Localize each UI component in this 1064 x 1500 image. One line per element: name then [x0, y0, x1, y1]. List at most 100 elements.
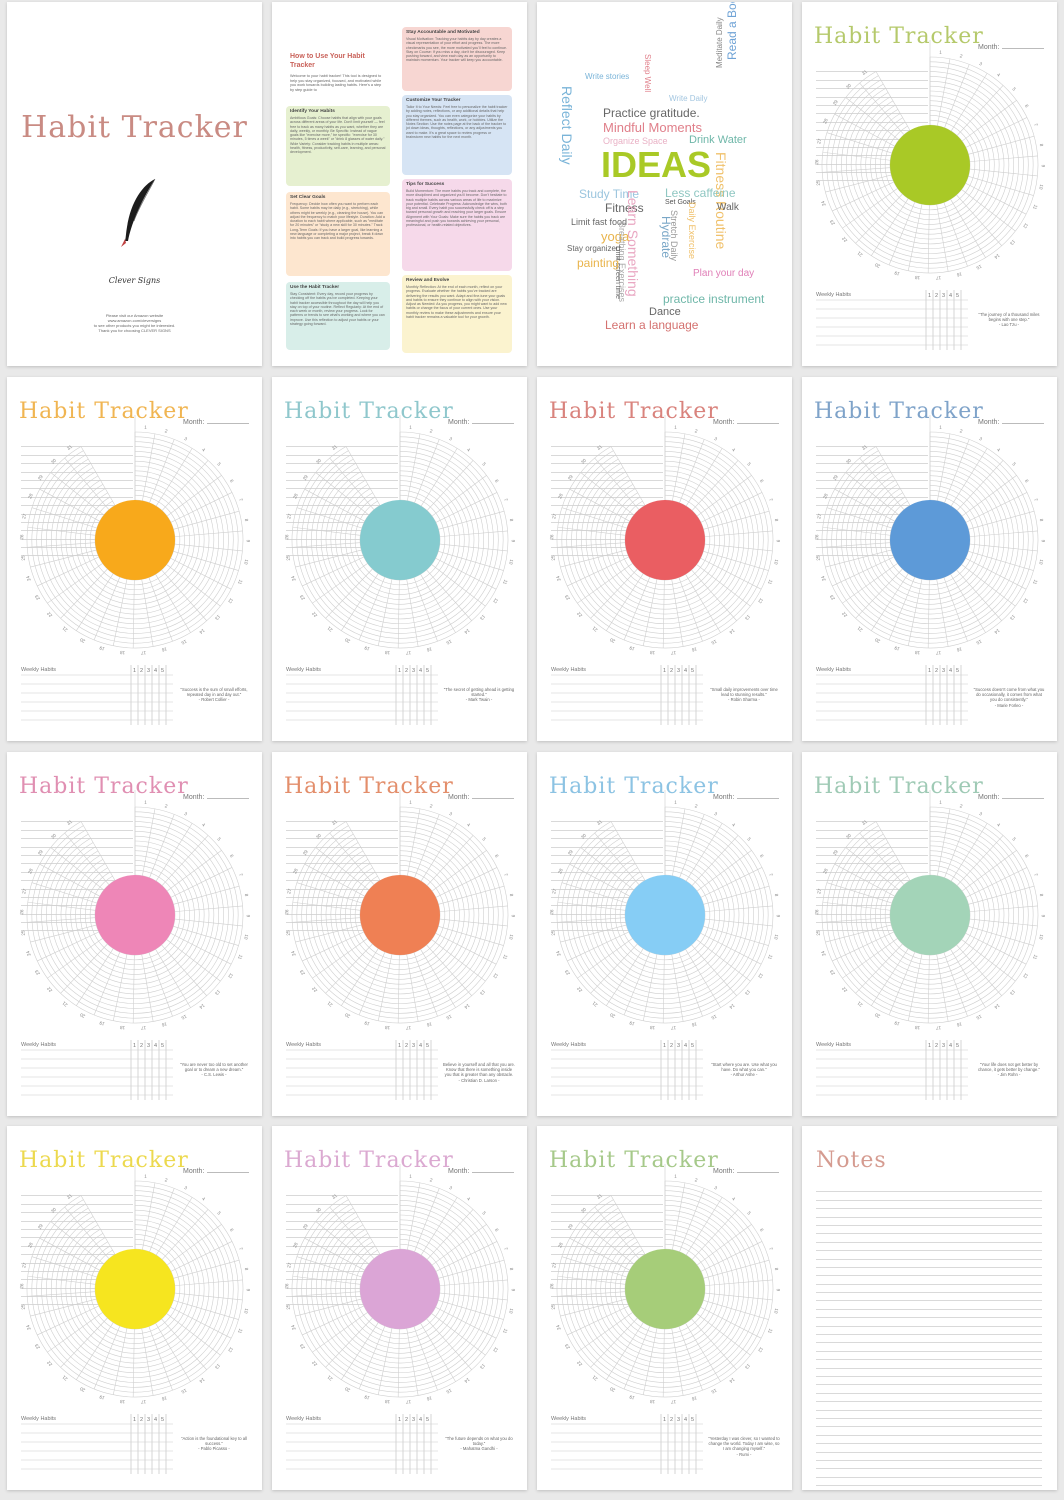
- month-field[interactable]: Month:: [448, 794, 515, 801]
- habit-name-line[interactable]: [21, 1280, 133, 1289]
- habit-name-line[interactable]: [21, 1238, 133, 1247]
- habit-name-line[interactable]: [551, 1247, 663, 1256]
- habit-name-line[interactable]: [816, 864, 928, 873]
- habit-name-line[interactable]: [551, 1272, 663, 1281]
- habit-name-line[interactable]: [21, 489, 133, 498]
- habit-name-line[interactable]: [21, 1289, 133, 1298]
- habit-name-line[interactable]: [551, 548, 663, 557]
- habit-name-line[interactable]: [21, 1272, 133, 1281]
- habit-name-line[interactable]: [551, 898, 663, 907]
- habit-name-line[interactable]: [551, 906, 663, 915]
- habit-name-line[interactable]: [21, 906, 133, 915]
- note-line[interactable]: [816, 1251, 1042, 1260]
- radial-habit-chart[interactable]: 1234567891011121314151617181920212223242…: [537, 1164, 792, 1419]
- habit-name-line[interactable]: [816, 523, 928, 532]
- habit-name-lines[interactable]: [21, 814, 133, 932]
- note-line[interactable]: [816, 1436, 1042, 1445]
- note-line[interactable]: [816, 1352, 1042, 1361]
- habit-name-line[interactable]: [21, 1205, 133, 1214]
- habit-name-line[interactable]: [21, 506, 133, 515]
- habit-name-line[interactable]: [551, 489, 663, 498]
- habit-name-line[interactable]: [21, 923, 133, 932]
- note-line[interactable]: [816, 1301, 1042, 1310]
- month-field[interactable]: Month:: [183, 794, 250, 801]
- month-input-line[interactable]: [472, 423, 515, 424]
- month-input-line[interactable]: [207, 798, 250, 799]
- habit-name-line[interactable]: [816, 506, 928, 515]
- note-line[interactable]: [816, 1369, 1042, 1377]
- radial-habit-chart[interactable]: 1234567891011121314151617181920212223242…: [7, 790, 262, 1045]
- habit-name-line[interactable]: [286, 439, 398, 448]
- habit-name-line[interactable]: [286, 822, 398, 831]
- habit-name-line[interactable]: [21, 531, 133, 540]
- habit-name-line[interactable]: [286, 1238, 398, 1247]
- habit-name-line[interactable]: [286, 881, 398, 890]
- habit-name-line[interactable]: [551, 822, 663, 831]
- habit-name-line[interactable]: [816, 481, 928, 490]
- habit-name-line[interactable]: [816, 156, 928, 165]
- habit-name-line[interactable]: [21, 1196, 133, 1205]
- note-line[interactable]: [816, 1310, 1042, 1319]
- habit-name-line[interactable]: [551, 456, 663, 465]
- habit-name-line[interactable]: [551, 523, 663, 532]
- note-line[interactable]: [816, 1453, 1042, 1461]
- month-input-line[interactable]: [1002, 48, 1045, 49]
- habit-name-line[interactable]: [21, 856, 133, 865]
- habit-name-line[interactable]: [551, 1205, 663, 1214]
- habit-name-line[interactable]: [816, 548, 928, 557]
- habit-name-line[interactable]: [21, 864, 133, 873]
- note-line[interactable]: [816, 1243, 1042, 1252]
- habit-name-line[interactable]: [816, 72, 928, 81]
- habit-name-line[interactable]: [286, 848, 398, 856]
- habit-name-line[interactable]: [816, 906, 928, 915]
- month-field[interactable]: Month:: [713, 794, 780, 801]
- radial-habit-chart[interactable]: 1234567891011121314151617181920212223242…: [7, 1164, 262, 1419]
- habit-name-line[interactable]: [816, 473, 928, 481]
- habit-name-line[interactable]: [286, 1272, 398, 1281]
- radial-habit-chart[interactable]: 1234567891011121314151617181920212223242…: [802, 790, 1057, 1045]
- notes-lines[interactable]: [816, 1184, 1042, 1490]
- habit-name-line[interactable]: [816, 881, 928, 890]
- note-line[interactable]: [816, 1478, 1042, 1487]
- habit-name-line[interactable]: [551, 531, 663, 540]
- habit-name-line[interactable]: [21, 1264, 133, 1272]
- habit-name-line[interactable]: [21, 1297, 133, 1306]
- note-line[interactable]: [816, 1318, 1042, 1327]
- habit-name-line[interactable]: [286, 864, 398, 873]
- note-line[interactable]: [816, 1184, 1042, 1193]
- habit-name-line[interactable]: [816, 165, 928, 174]
- habit-name-line[interactable]: [551, 1289, 663, 1298]
- habit-name-line[interactable]: [816, 173, 928, 182]
- habit-name-line[interactable]: [551, 848, 663, 856]
- month-input-line[interactable]: [737, 1172, 780, 1173]
- habit-name-line[interactable]: [816, 498, 928, 507]
- habit-name-line[interactable]: [21, 873, 133, 882]
- habit-name-line[interactable]: [551, 831, 663, 840]
- habit-name-line[interactable]: [816, 98, 928, 106]
- habit-name-line[interactable]: [551, 1255, 663, 1264]
- habit-name-line[interactable]: [551, 473, 663, 481]
- habit-name-line[interactable]: [21, 498, 133, 507]
- habit-name-line[interactable]: [816, 831, 928, 840]
- habit-name-line[interactable]: [21, 881, 133, 890]
- habit-name-line[interactable]: [21, 548, 133, 557]
- habit-name-line[interactable]: [286, 1264, 398, 1272]
- habit-name-lines[interactable]: [551, 814, 663, 932]
- habit-name-line[interactable]: [551, 439, 663, 448]
- habit-name-line[interactable]: [21, 515, 133, 523]
- month-field[interactable]: Month:: [448, 1168, 515, 1175]
- note-line[interactable]: [816, 1411, 1042, 1419]
- habit-name-line[interactable]: [816, 531, 928, 540]
- month-input-line[interactable]: [1002, 798, 1045, 799]
- habit-name-line[interactable]: [551, 481, 663, 490]
- radial-habit-chart[interactable]: 1234567891011121314151617181920212223242…: [272, 790, 527, 1045]
- habit-name-line[interactable]: [286, 1196, 398, 1205]
- habit-name-line[interactable]: [551, 1238, 663, 1247]
- month-field[interactable]: Month:: [448, 419, 515, 426]
